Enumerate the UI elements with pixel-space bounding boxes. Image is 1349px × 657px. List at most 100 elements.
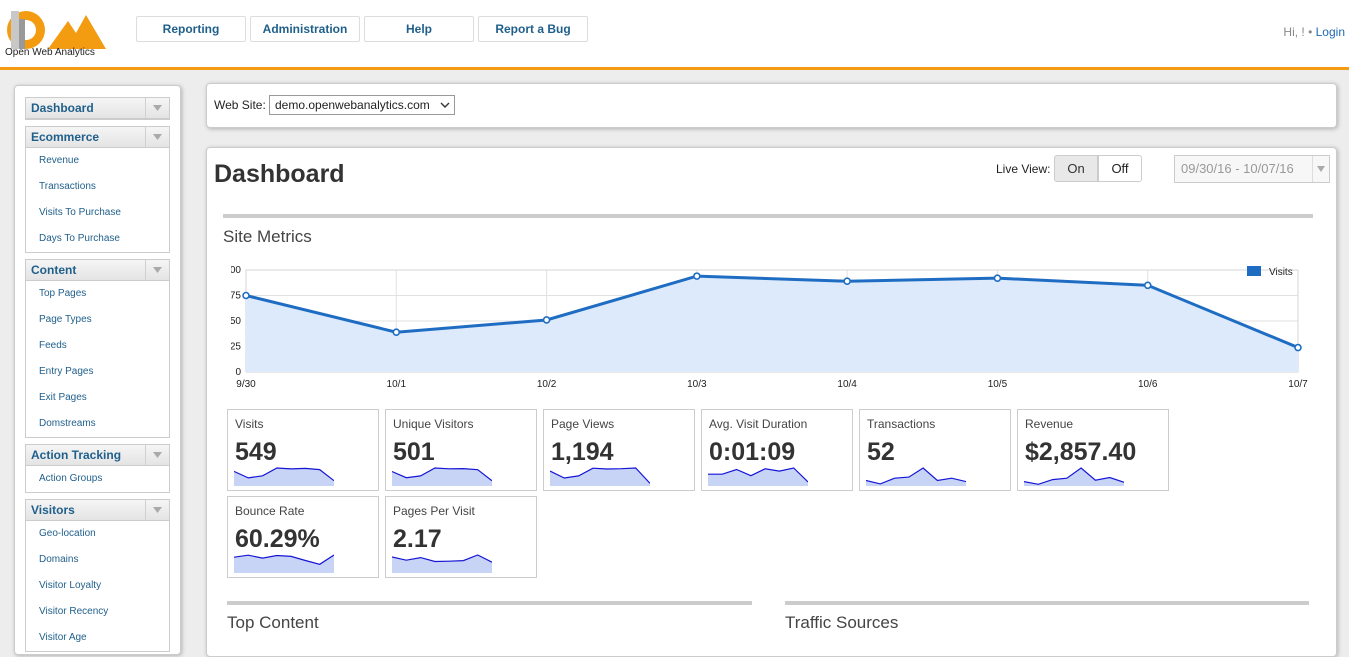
metric-label: Transactions (867, 417, 936, 431)
legend-swatch (1247, 266, 1261, 276)
sidebar-item-visitor-loyalty[interactable]: Visitor Loyalty (39, 580, 102, 591)
top-content-rule (227, 601, 752, 605)
sidebar-item-entry-pages[interactable]: Entry Pages (39, 366, 94, 377)
metric-label: Bounce Rate (235, 504, 305, 518)
sidebar-item-days-to-purchase[interactable]: Days To Purchase (39, 233, 120, 244)
sparkline-area (234, 468, 334, 486)
chevron-down-icon[interactable] (145, 445, 169, 465)
sidebar: Dashboard Ecommerce Revenue Transactions Vis… (14, 85, 181, 655)
y-tick-label: 100 (231, 265, 241, 276)
sidebar-item-visitor-age[interactable]: Visitor Age (39, 632, 87, 643)
nav-group-title: Dashboard (31, 101, 94, 115)
metric-label: Unique Visitors (393, 417, 474, 431)
data-point (993, 274, 1002, 282)
metric-value: 0:01:09 (709, 438, 796, 466)
sparkline (234, 467, 334, 486)
nav-group-action-tracking: Action Tracking Action Groups (25, 444, 170, 493)
dashboard-panel: Dashboard Live View: On Off 09/30/16 - 1… (206, 147, 1337, 657)
data-point (843, 277, 851, 286)
sidebar-item-top-pages[interactable]: Top Pages (39, 288, 87, 299)
metric-value: 1,194 (551, 438, 614, 466)
sidebar-item-feeds[interactable]: Feeds (39, 340, 67, 351)
chevron-down-icon[interactable] (145, 98, 169, 118)
metric-card-transactions[interactable]: Transactions 52 (859, 409, 1011, 491)
app-header: Open Web Analytics Reporting Administrat… (0, 0, 1349, 70)
site-metrics-title: Site Metrics (223, 227, 312, 246)
sidebar-item-revenue[interactable]: Revenue (39, 155, 80, 166)
metric-label: Pages Per Visit (393, 504, 475, 518)
metric-label: Visits (235, 417, 264, 431)
chevron-down-icon (440, 102, 450, 108)
sparkline-area (392, 468, 492, 486)
nav-reporting[interactable]: Reporting (136, 16, 246, 42)
sparkline (550, 467, 650, 486)
nav-group-header[interactable]: Visitors (26, 500, 169, 521)
nav-help[interactable]: Help (364, 16, 474, 42)
x-tick-label: 10/6 (1138, 379, 1158, 390)
sparkline-area (708, 468, 808, 486)
sidebar-item-page-types[interactable]: Page Types (39, 314, 92, 325)
live-view-label: Live View: (996, 162, 1051, 176)
x-tick-label: 10/7 (1288, 379, 1308, 390)
metric-card-unique-visitors[interactable]: Unique Visitors 501 (385, 409, 537, 491)
sparkline-area (392, 555, 492, 573)
y-tick-label: 50 (231, 316, 241, 327)
login-link[interactable]: Login (1315, 25, 1345, 39)
sidebar-item-domstreams[interactable]: Domstreams (39, 418, 96, 429)
metric-card-pages-per-visit[interactable]: Pages Per Visit 2.17 (385, 496, 537, 578)
series-area (246, 276, 1298, 372)
metric-label: Page Views (551, 417, 615, 431)
sparkline-area (234, 555, 334, 573)
nav-group-title: Content (31, 263, 77, 277)
metric-card-visits[interactable]: Visits 549 (227, 409, 379, 491)
website-select[interactable]: demo.openwebanalytics.com (269, 95, 455, 115)
legend-label: Visits (1269, 267, 1293, 278)
live-off-button[interactable]: Off (1098, 155, 1142, 182)
metric-value: $2,857.40 (1025, 438, 1137, 466)
data-point (542, 316, 551, 324)
data-point (693, 272, 701, 280)
x-tick-label: 10/1 (387, 379, 407, 390)
nav-group-header[interactable]: Ecommerce (26, 127, 169, 148)
y-tick-label: 25 (231, 342, 241, 353)
sparkline (392, 554, 492, 573)
sparkline-line (550, 467, 650, 484)
sidebar-item-domains[interactable]: Domains (39, 554, 79, 565)
metric-card-bounce-rate[interactable]: Bounce Rate 60.29% (227, 496, 379, 578)
sidebar-item-transactions[interactable]: Transactions (39, 181, 96, 192)
site-metrics-rule (223, 214, 1313, 218)
nav-group-title: Ecommerce (31, 130, 100, 144)
chevron-down-icon[interactable] (145, 127, 169, 147)
nav-group-header[interactable]: Dashboard (26, 98, 169, 119)
nav-administration[interactable]: Administration (250, 16, 360, 42)
x-tick-label: 10/5 (988, 379, 1008, 390)
nav-group-header[interactable]: Content (26, 260, 169, 281)
chevron-down-icon[interactable] (145, 260, 169, 280)
y-tick-label: 0 (235, 367, 241, 378)
nav-report-bug[interactable]: Report a Bug (478, 16, 588, 42)
nav-group-title: Action Tracking (31, 448, 122, 462)
sparkline-line (1024, 467, 1124, 485)
date-range-picker[interactable]: 09/30/16 - 10/07/16 (1174, 155, 1330, 183)
sparkline (234, 554, 334, 573)
data-point (1143, 281, 1152, 290)
sparkline-line (234, 554, 334, 565)
owa-logo[interactable] (4, 3, 108, 63)
live-on-button[interactable]: On (1054, 155, 1098, 182)
nav-group-header[interactable]: Action Tracking (26, 445, 169, 466)
chevron-down-icon[interactable] (145, 500, 169, 520)
metric-card-avg-visit-duration[interactable]: Avg. Visit Duration 0:01:09 (701, 409, 853, 491)
sidebar-item-exit-pages[interactable]: Exit Pages (39, 392, 87, 403)
sparkline-line (866, 467, 966, 485)
sidebar-item-visits-to-purchase[interactable]: Visits To Purchase (39, 207, 121, 218)
metric-card-page-views[interactable]: Page Views 1,194 (543, 409, 695, 491)
x-tick-label: 10/3 (687, 379, 707, 390)
x-tick-label: 10/4 (837, 379, 857, 390)
visits-chart: 0 25 50 75 100 9/30 10/1 10/2 10/3 10/4 10/5 10/6 10… (231, 265, 1308, 390)
sidebar-item-geo-location[interactable]: Geo-location (39, 528, 96, 539)
sidebar-item-visitor-recency[interactable]: Visitor Recency (39, 606, 109, 617)
metric-value: 52 (867, 438, 895, 466)
sparkline-line (392, 554, 492, 563)
metric-card-revenue[interactable]: Revenue $2,857.40 (1017, 409, 1169, 491)
sidebar-item-action-groups[interactable]: Action Groups (39, 473, 103, 484)
